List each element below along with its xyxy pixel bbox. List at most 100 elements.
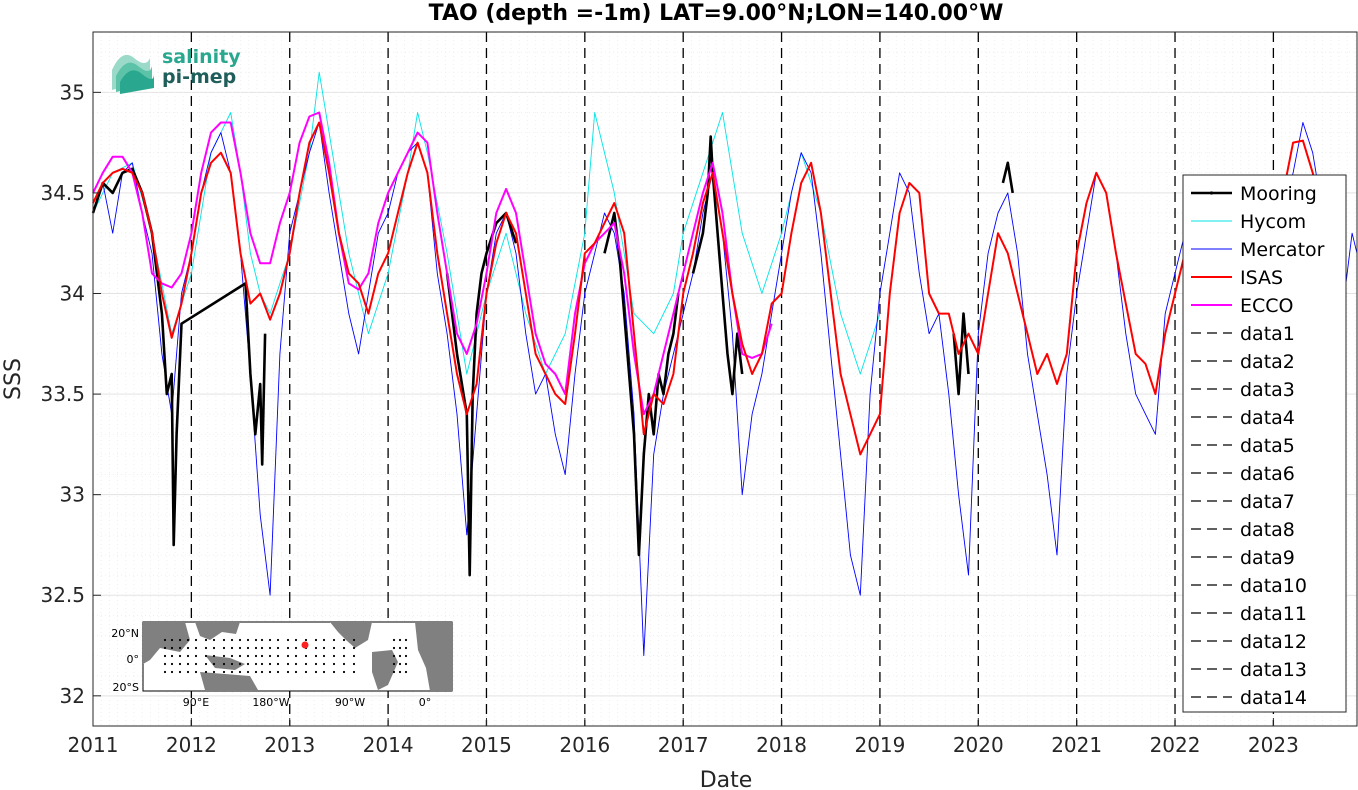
logo-line-2: pi-mep (162, 66, 236, 88)
inset-buoy-dot (178, 654, 182, 658)
inset-buoy-dot (392, 638, 396, 642)
inset-buoy-dot (178, 646, 182, 650)
legend-label: Mercator (1240, 239, 1325, 261)
inset-buoy-dot (294, 646, 298, 650)
inset-lon-label-3: 90°W (335, 696, 365, 709)
inset-buoy-dot (246, 638, 250, 642)
inset-buoy-dot (163, 638, 167, 642)
inset-buoy-dot (398, 662, 402, 666)
y-tick-label: 35 (60, 80, 85, 104)
x-tick-label: 2021 (1051, 733, 1102, 757)
inset-buoy-dot (404, 662, 408, 666)
data-series (91, 71, 1358, 657)
inset-buoy-dot (163, 670, 167, 674)
y-axis-title: SSS (1, 358, 26, 400)
inset-buoy-dot (260, 646, 264, 650)
inset-buoy-dot (212, 670, 216, 674)
inset-buoy-dot (222, 662, 226, 666)
inset-buoy-dot (230, 638, 234, 642)
inset-buoy-dot (352, 670, 356, 674)
inset-buoy-dot (178, 638, 182, 642)
inset-buoy-dot (304, 654, 308, 658)
inset-buoy-dot (254, 654, 258, 658)
inset-buoy-dot (246, 646, 250, 650)
inset-buoy-dot (322, 662, 326, 666)
inset-buoy-dot (398, 654, 402, 658)
x-tick-label: 2020 (953, 733, 1004, 757)
inset-map-location-marker (301, 641, 309, 649)
legend-item-ecco: ECCO (1191, 295, 1294, 317)
legend-item-data3: data3 (1191, 379, 1295, 401)
inset-buoy-dot (276, 646, 280, 650)
inset-buoy-dot (332, 654, 336, 658)
inset-buoy-dot (352, 654, 356, 658)
inset-lon-label-4: 0° (419, 696, 432, 709)
inset-buoy-dot (194, 654, 198, 658)
inset-buoy-dot (204, 662, 208, 666)
inset-buoy-dot (342, 654, 346, 658)
x-tick-label: 2016 (559, 733, 610, 757)
inset-buoy-dot (260, 638, 264, 642)
inset-buoy-dot (276, 638, 280, 642)
inset-buoy-dot (204, 670, 208, 674)
inset-buoy-dot (314, 638, 318, 642)
plot-frame (92, 31, 1358, 727)
inset-buoy-dot (194, 662, 198, 666)
inset-map-land (143, 622, 452, 691)
inset-buoy-dot (268, 662, 272, 666)
inset-buoy-dot (186, 654, 190, 658)
inset-map: 20°N 0° 20°S 90°E 180°W 90°W 0° (111, 621, 453, 709)
x-tick-label: 2014 (363, 733, 414, 757)
legend-label: data11 (1240, 603, 1307, 625)
series-line-ecco (92, 111, 773, 416)
legend-label: data7 (1240, 491, 1295, 513)
inset-buoy-dot (314, 654, 318, 658)
inset-buoy-dot (332, 662, 336, 666)
inset-buoy-dot (398, 646, 402, 650)
legend-label: data5 (1240, 435, 1295, 457)
inset-buoy-dot (314, 646, 318, 650)
inset-buoy-dot (268, 670, 272, 674)
y-axis-ticks: 32 32.5 33 33.5 34 34.5 35 (40, 80, 101, 708)
x-tick-label: 2019 (854, 733, 905, 757)
salinity-pimep-logo: salinity pi-mep (112, 46, 241, 94)
inset-buoy-dot (260, 662, 264, 666)
legend-label: data14 (1240, 687, 1307, 709)
legend-item-data2: data2 (1191, 351, 1295, 373)
inset-buoy-dot (392, 670, 396, 674)
inset-buoy-dot (230, 646, 234, 650)
inset-lat-label-3: 20°S (113, 681, 139, 694)
inset-lat-label-1: 20°N (111, 627, 139, 640)
inset-buoy-dot (238, 654, 242, 658)
inset-buoy-dot (276, 662, 280, 666)
inset-buoy-dot (238, 638, 242, 642)
legend-item-data14: data14 (1191, 687, 1307, 709)
inset-buoy-dot (230, 654, 234, 658)
inset-buoy-dot (404, 654, 408, 658)
inset-buoy-dot (238, 646, 242, 650)
legend-item-data8: data8 (1191, 519, 1295, 541)
inset-buoy-dot (294, 654, 298, 658)
inset-buoy-dot (332, 638, 336, 642)
inset-buoy-dot (268, 646, 272, 650)
inset-buoy-dot (212, 662, 216, 666)
legend-label: data8 (1240, 519, 1295, 541)
x-tick-label: 2012 (166, 733, 217, 757)
inset-buoy-dot (276, 670, 280, 674)
legend-label: Mooring (1240, 183, 1317, 205)
inset-buoy-dot (398, 638, 402, 642)
inset-buoy-dot (332, 646, 336, 650)
inset-buoy-dot (212, 654, 216, 658)
inset-buoy-dot (246, 662, 250, 666)
legend-label: data10 (1240, 575, 1307, 597)
inset-buoy-dot (186, 638, 190, 642)
inset-buoy-dot (286, 662, 290, 666)
inset-map-buoy-dots (163, 638, 408, 674)
logo-waves-icon (112, 54, 154, 94)
inset-buoy-dot (404, 670, 408, 674)
legend-item-hycom: Hycom (1191, 211, 1306, 233)
inset-buoy-dot (170, 654, 174, 658)
legend-item-mercator: Mercator (1191, 239, 1325, 261)
inset-buoy-dot (352, 646, 356, 650)
